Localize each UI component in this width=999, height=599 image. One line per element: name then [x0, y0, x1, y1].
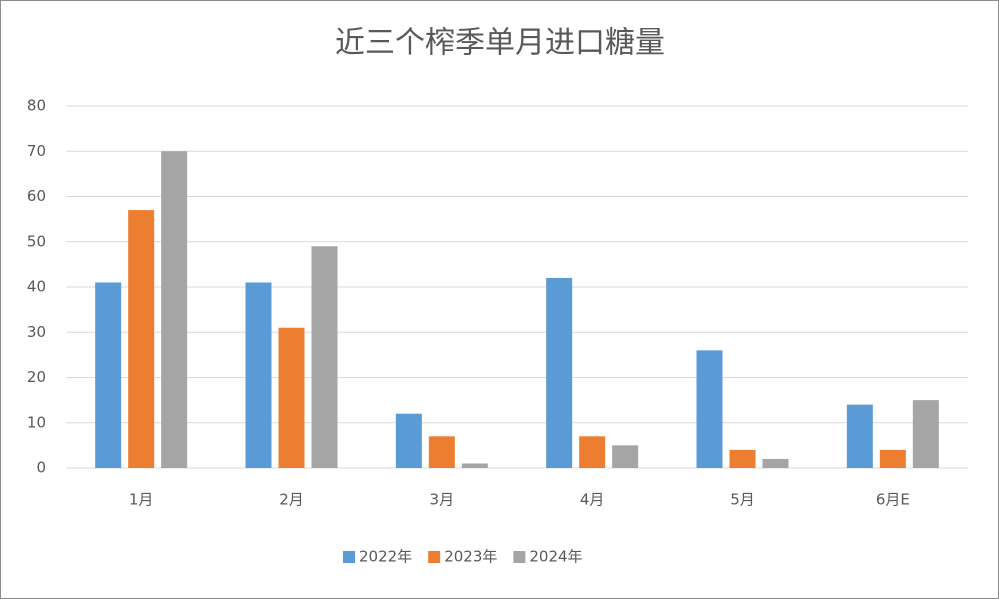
bar — [395, 413, 422, 468]
bar — [729, 449, 756, 468]
y-tick-label: 0 — [36, 459, 46, 477]
bar — [696, 350, 723, 468]
bar — [846, 404, 873, 468]
x-tick-label: 5月 — [730, 491, 755, 509]
bar — [579, 436, 606, 468]
bar — [311, 246, 338, 468]
bar — [278, 327, 305, 468]
bar — [128, 210, 155, 468]
y-tick-label: 50 — [27, 232, 46, 250]
x-tick-label: 3月 — [430, 491, 455, 509]
legend-swatch — [428, 551, 441, 563]
y-tick-label: 70 — [27, 142, 46, 160]
bar — [461, 463, 488, 468]
bar — [428, 436, 455, 468]
bar — [762, 458, 789, 468]
legend-label: 2023年 — [444, 548, 497, 566]
bar — [879, 449, 906, 468]
bar — [912, 400, 939, 468]
y-tick-label: 80 — [27, 97, 46, 115]
bar — [245, 282, 272, 468]
y-tick-label: 20 — [27, 368, 46, 386]
legend-label: 2024年 — [529, 548, 582, 566]
bar — [612, 445, 639, 468]
y-tick-label: 60 — [27, 187, 46, 205]
bar — [161, 151, 188, 468]
legend-swatch — [513, 551, 526, 563]
x-tick-label: 1月 — [129, 491, 154, 509]
bar — [546, 277, 573, 468]
y-tick-label: 40 — [27, 278, 46, 296]
x-tick-label: 6月E — [876, 491, 910, 509]
legend-label: 2022年 — [359, 548, 412, 566]
chart-title: 近三个榨季单月进口糖量 — [335, 26, 665, 61]
legend-swatch — [343, 551, 355, 563]
x-tick-label: 2月 — [279, 491, 304, 509]
y-tick-label: 30 — [27, 323, 46, 341]
bar — [95, 282, 122, 468]
y-tick-label: 10 — [27, 413, 46, 431]
x-tick-label: 4月 — [580, 491, 605, 509]
